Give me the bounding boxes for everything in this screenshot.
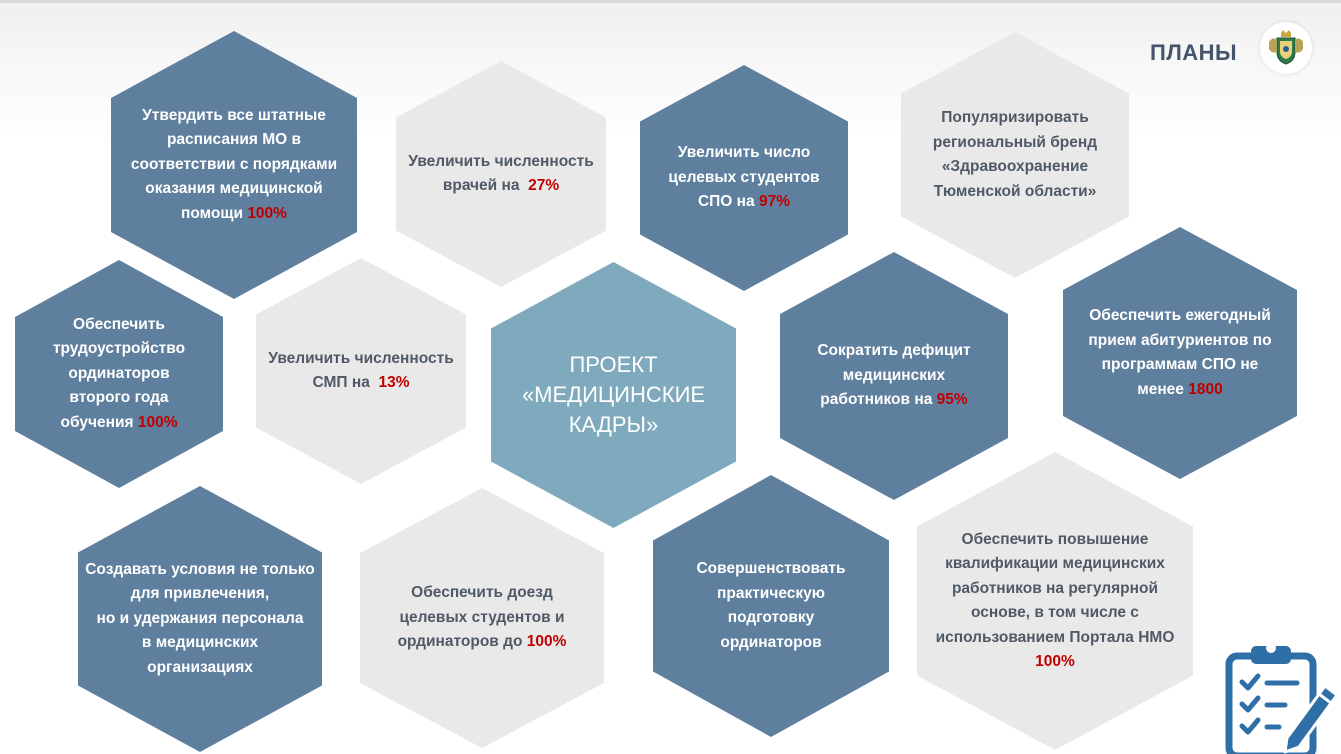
goal-text: Утвердить все штатные расписания МО в со… bbox=[130, 106, 338, 222]
goal-value: 97% bbox=[758, 193, 790, 211]
goal-hex-applicants: Обеспечить ежегодный прием абитуриентов … bbox=[1063, 227, 1297, 479]
goal-hex-residents-employment: Обеспечить трудоустройство ординаторов в… bbox=[15, 260, 223, 488]
goal-hex-travel: Обеспечить доезд целевых студентов и орд… bbox=[360, 488, 604, 748]
goal-hex-regional-brand: Популяризировать региональный бренд «Здр… bbox=[901, 32, 1129, 278]
goal-value: 13% bbox=[378, 374, 410, 391]
goal-text: Увеличить численность врачей на 27% bbox=[408, 152, 594, 195]
goal-hex-retention: Создавать условия не только для привлече… bbox=[78, 486, 322, 752]
project-title: ПРОЕКТ «МЕДИЦИНСКИЕ КАДРЫ» bbox=[521, 352, 706, 437]
goal-value: 100% bbox=[137, 413, 178, 431]
goal-text: Обеспечить трудоустройство ординаторов в… bbox=[52, 315, 186, 431]
goal-text: Обеспечить ежегодный прием абитуриентов … bbox=[1088, 307, 1272, 398]
goal-value: 100% bbox=[247, 204, 287, 222]
goal-value: 95% bbox=[936, 391, 968, 409]
goal-text: Популяризировать региональный бренд «Здр… bbox=[932, 109, 1098, 200]
goal-value: 27% bbox=[528, 177, 560, 194]
coat-of-arms-icon bbox=[1260, 22, 1312, 74]
goal-value: 1800 bbox=[1188, 380, 1223, 398]
top-divider bbox=[0, 0, 1341, 3]
goal-hex-smp: Увеличить численность СМП на 13% bbox=[256, 258, 466, 484]
goal-value: 100% bbox=[526, 633, 567, 651]
goal-value: 100% bbox=[1035, 653, 1075, 670]
goal-hex-doctors: Увеличить численность врачей на 27% bbox=[396, 61, 606, 287]
goal-text: Создавать условия не только для привлече… bbox=[85, 560, 315, 676]
page-title: ПЛАНЫ bbox=[1150, 40, 1238, 65]
goal-hex-qualification: Обеспечить повышение квалификации медици… bbox=[917, 452, 1193, 750]
goal-hex-practical-training: Совершенствовать практическую подготовку… bbox=[653, 475, 889, 737]
goal-hex-spo-students: Увеличить число целевых студентов СПО на… bbox=[640, 65, 848, 291]
goal-text: Обеспечить повышение квалификации медици… bbox=[928, 528, 1183, 675]
goal-text: Совершенствовать практическую подготовку… bbox=[696, 560, 846, 651]
clipboard-checklist-icon bbox=[1225, 640, 1341, 754]
goal-hex-staff-deficit: Сократить дефицит медицинских работников… bbox=[780, 252, 1008, 500]
goal-hex-staff-schedules: Утвердить все штатные расписания МО в со… bbox=[111, 31, 357, 299]
goal-text: Увеличить численность СМП на 13% bbox=[268, 349, 454, 392]
project-center-hex: ПРОЕКТ «МЕДИЦИНСКИЕ КАДРЫ» bbox=[491, 262, 736, 528]
goal-text: Сократить дефицит медицинских работников… bbox=[817, 342, 971, 409]
goal-text: Обеспечить доезд целевых студентов и орд… bbox=[397, 584, 567, 651]
goal-text: Увеличить число целевых студентов СПО на… bbox=[668, 144, 820, 211]
